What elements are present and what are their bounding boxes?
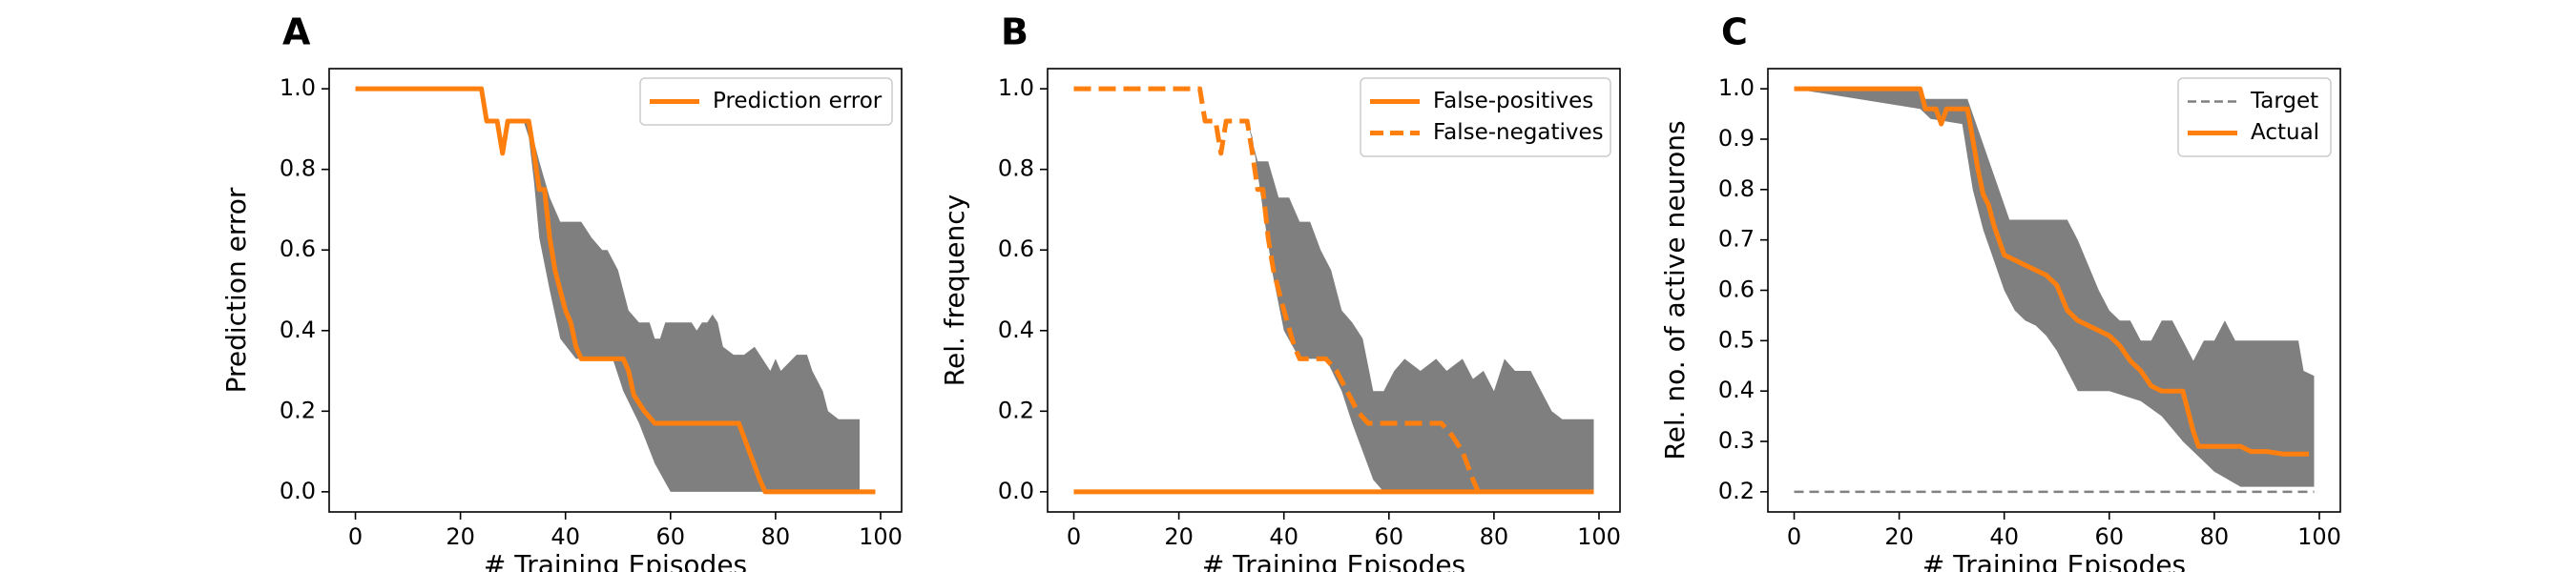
plot-area-b [1073,86,1594,495]
y-tick-label-c-2: 0.4 [1718,377,1755,403]
x-tick-label-b-1: 20 [1164,523,1194,550]
y-axis-label-c: Rel. no. of active neurons [1659,120,1691,460]
x-tick-label-c-1: 20 [1884,523,1914,550]
y-tick-label-b-4: 0.8 [998,155,1034,182]
x-tick-label-b-4: 80 [1480,523,1509,550]
x-axis-label-a: # Training Episodes [484,549,747,572]
variance-band-a [355,89,860,492]
y-axis-label-b: Rel. frequency [939,194,970,386]
legend-label-c-1: Actual [2251,120,2319,145]
y-tick-label-b-1: 0.2 [998,397,1034,423]
chart-panel-c: C 0 20 40 60 80 100 0.2 0.3 0.4 0.5 0.6 0.7 0.8 0.9 1.0… [1659,11,2341,572]
x-tick-label-a-0: 0 [348,523,363,550]
legend-a: Prediction error [639,77,893,126]
panel-letter-b: B [1001,11,1028,53]
legend-c: Target Actual [2177,77,2332,157]
variance-band-c [1794,89,2315,487]
y-tick-label-a-0: 0.0 [280,478,316,504]
x-axis-label-b: # Training Episodes [1202,549,1465,572]
y-tick-label-a-3: 0.6 [280,235,316,262]
legend-box-b [1360,77,1611,157]
x-tick-label-b-3: 60 [1375,523,1404,550]
plot-area-a [355,86,876,495]
x-tick-label-c-2: 40 [1989,523,2019,550]
legend-label-c-0: Target [2250,89,2318,113]
legend-label-a-0: Prediction error [713,89,883,113]
x-tick-label-b-0: 0 [1067,523,1081,550]
x-axis-label-c: # Training Episodes [1922,549,2186,572]
legend-box-c [2177,77,2332,157]
x-tick-label-b-5: 100 [1577,523,1621,550]
x-tick-label-c-4: 80 [2200,523,2230,550]
y-tick-label-c-4: 0.6 [1718,276,1755,303]
legend-b: False-positives False-negatives [1360,77,1611,157]
y-tick-label-c-5: 0.7 [1718,226,1755,253]
x-tick-label-a-4: 80 [761,523,791,550]
y-tick-label-b-3: 0.6 [998,235,1034,262]
plot-area-c [1794,86,2315,494]
axes-frame-a [328,68,903,513]
y-tick-label-a-1: 0.2 [280,397,316,423]
y-axis-label-a: Prediction error [220,187,252,393]
x-tick-label-b-2: 40 [1269,523,1298,550]
variance-band-b [1073,89,1594,492]
series-line-b-false-negatives [1073,86,1481,493]
y-tick-label-c-8: 1.0 [1718,74,1755,101]
legend-box-a [639,77,893,126]
y-tick-label-b-0: 0.0 [998,478,1034,504]
series-line-c-actual [1794,86,2309,457]
x-tick-label-a-2: 40 [551,523,580,550]
chart-panel-b: B 0 20 40 60 80 100 0.0 0.2 0.4 0.6 0.8 1.0 # Trainin… [939,11,1621,572]
legend-label-b-0: False-positives [1433,89,1593,113]
y-tick-label-c-6: 0.8 [1718,175,1755,202]
y-tick-label-b-2: 0.4 [998,317,1034,343]
x-tick-label-c-3: 60 [2095,523,2125,550]
y-tick-label-c-7: 0.9 [1718,125,1755,152]
legend-label-b-1: False-negatives [1433,120,1604,145]
y-tick-label-a-2: 0.4 [280,317,316,343]
y-tick-label-c-1: 0.3 [1718,427,1755,454]
panel-letter-c: C [1721,11,1748,53]
x-tick-label-a-1: 20 [446,523,475,550]
x-tick-label-c-5: 100 [2297,523,2341,550]
x-tick-label-a-3: 60 [656,523,686,550]
x-tick-label-c-0: 0 [1787,523,1801,550]
series-line-a-prediction-error [355,86,876,495]
panel-letter-a: A [282,11,311,53]
y-tick-label-c-3: 0.5 [1718,326,1755,353]
axes-frame-b [1047,68,1621,513]
y-tick-label-a-4: 0.8 [280,155,316,182]
y-tick-label-c-0: 0.2 [1718,478,1755,504]
y-tick-label-b-5: 1.0 [998,74,1034,101]
y-tick-label-a-5: 1.0 [280,74,316,101]
chart-panel-a: A 0 20 40 60 80 100 0.0 0.2 0.4 0.6 0.8 1.0 # Trainin… [220,11,903,572]
x-tick-label-a-5: 100 [859,523,903,550]
